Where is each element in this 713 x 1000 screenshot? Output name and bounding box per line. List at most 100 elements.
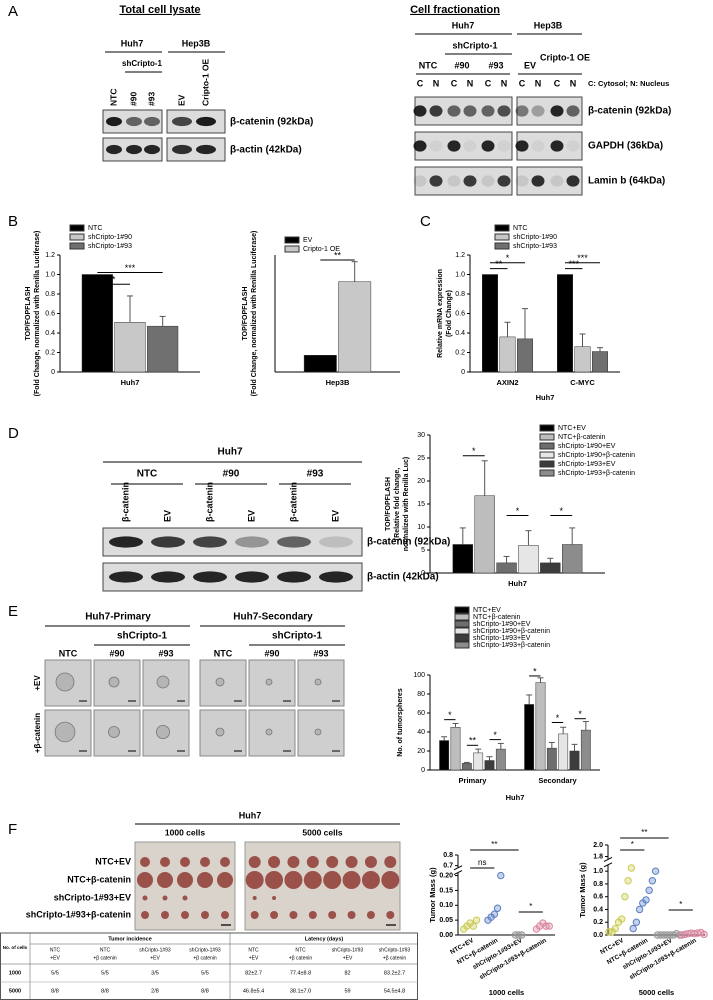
y-tick-label: 0.8 [443, 852, 453, 859]
label: NTC [248, 947, 259, 953]
label: #93 [307, 469, 324, 480]
band [277, 571, 311, 583]
band [144, 116, 160, 127]
label: EV [176, 94, 186, 106]
bar [482, 274, 498, 373]
tumor [201, 911, 209, 919]
band [463, 140, 477, 152]
label: 77.4±8.8 [290, 970, 311, 976]
significance-label: * [679, 900, 682, 909]
legend-swatch [69, 242, 85, 250]
band [481, 140, 495, 152]
label: 1000 cells [165, 827, 205, 837]
tumor [326, 856, 339, 868]
tumor [248, 856, 261, 868]
label: NTC [59, 648, 78, 658]
band [193, 571, 227, 583]
legend-label: shCripto-1#93 [513, 243, 557, 250]
tumor [220, 857, 230, 867]
band [144, 144, 160, 155]
tumor [364, 856, 377, 868]
band [463, 105, 477, 117]
label: β-catenin (92kDa) [230, 117, 313, 128]
bar [546, 747, 557, 771]
label: NTC [50, 947, 61, 953]
tumor [272, 896, 277, 900]
legend-swatch [454, 606, 470, 614]
sphere-image [44, 659, 92, 707]
tumor [384, 856, 397, 868]
tumor [252, 896, 257, 900]
y-tick-label: 1.0 [593, 868, 603, 875]
band [429, 105, 443, 117]
label: #90 [109, 648, 124, 658]
tumor [306, 856, 319, 868]
band [126, 144, 142, 155]
point [518, 931, 526, 939]
label: EV [524, 60, 536, 70]
legend-label: NTC+β-catenin [473, 614, 521, 621]
legend-label: shCripto-1#93 [88, 243, 132, 250]
label: EV [162, 510, 172, 522]
band [319, 571, 353, 583]
label: β-actin (42kDa) [367, 572, 439, 583]
label: 46.8±5.4 [243, 988, 264, 994]
blot [516, 166, 583, 196]
tumor [287, 856, 300, 868]
label: C [519, 78, 526, 88]
band [235, 571, 269, 583]
bar [461, 763, 472, 771]
legend-swatch [284, 245, 300, 253]
tumor [386, 911, 395, 919]
label: NTC [100, 947, 111, 953]
label: #90 [264, 648, 279, 658]
label: #93 [158, 648, 173, 658]
legend-swatch [539, 424, 555, 432]
legend-label: EV [303, 237, 313, 244]
label: 5000 [9, 988, 21, 994]
band [193, 536, 227, 548]
legend-swatch [539, 469, 555, 477]
y-axis-label: (Fold Change, normalized with Renilla Lu… [251, 231, 258, 397]
tumor [221, 911, 229, 919]
label: 5/5 [201, 970, 209, 976]
band [109, 536, 143, 548]
x-axis-label: 1000 cells [489, 988, 524, 997]
label: Huh7 [452, 20, 475, 30]
band [463, 175, 477, 187]
legend-swatch [454, 627, 470, 635]
legend-label: shCripto-1#93+EV [558, 461, 616, 468]
tumor [268, 856, 281, 868]
y-axis-label: (Relative fold change, [394, 468, 401, 540]
legend-swatch [454, 641, 470, 649]
x-tick-label: C-MYC [570, 378, 595, 387]
legend-swatch [539, 451, 555, 459]
tumor [157, 872, 173, 888]
label: 38.1±7.0 [290, 988, 311, 994]
y-tick-label: 0.4 [45, 330, 55, 337]
legend-swatch [69, 224, 85, 232]
band [515, 105, 529, 117]
tumor [250, 911, 259, 919]
band [515, 140, 529, 152]
significance-label: * [472, 446, 476, 456]
label: shCripto-1 [117, 631, 167, 642]
significance-label: * [559, 506, 563, 516]
tumor [308, 911, 317, 919]
label: N [535, 78, 542, 88]
label: 1000 [9, 970, 21, 976]
bar [592, 351, 608, 373]
y-tick-label: 20 [417, 478, 425, 485]
y-tick-label: 0.4 [593, 906, 603, 913]
legend-swatch [494, 233, 510, 241]
axis-break [603, 862, 613, 868]
tumor [303, 871, 322, 889]
label: shCripto-1#93 [189, 947, 221, 953]
band [531, 175, 545, 187]
axis-break [603, 856, 613, 862]
band [196, 116, 216, 127]
significance-label: ** [469, 736, 477, 746]
bar [496, 562, 517, 574]
bar [439, 740, 450, 771]
